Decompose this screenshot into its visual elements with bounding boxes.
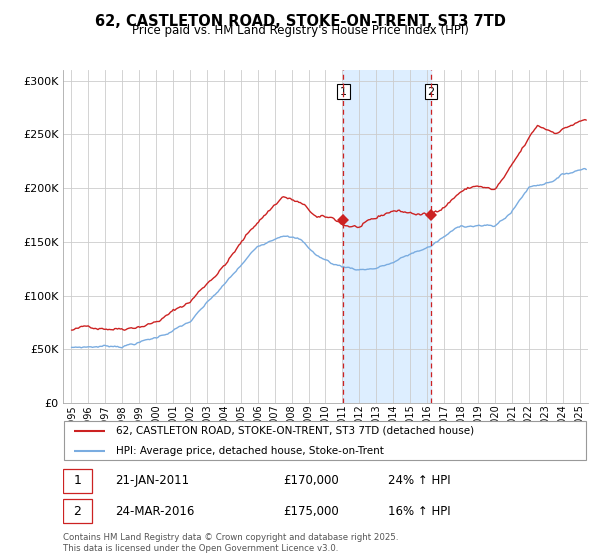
FancyBboxPatch shape (63, 499, 92, 523)
Text: 24-MAR-2016: 24-MAR-2016 (115, 505, 195, 517)
Text: HPI: Average price, detached house, Stoke-on-Trent: HPI: Average price, detached house, Stok… (115, 446, 383, 456)
FancyBboxPatch shape (63, 469, 92, 493)
Text: 24% ↑ HPI: 24% ↑ HPI (389, 474, 451, 487)
Text: 1: 1 (340, 87, 347, 97)
Text: 62, CASTLETON ROAD, STOKE-ON-TRENT, ST3 7TD (detached house): 62, CASTLETON ROAD, STOKE-ON-TRENT, ST3 … (115, 426, 473, 436)
Text: 62, CASTLETON ROAD, STOKE-ON-TRENT, ST3 7TD: 62, CASTLETON ROAD, STOKE-ON-TRENT, ST3 … (95, 14, 505, 29)
Text: 1: 1 (74, 474, 82, 487)
Text: 16% ↑ HPI: 16% ↑ HPI (389, 505, 451, 517)
Text: £170,000: £170,000 (284, 474, 339, 487)
FancyBboxPatch shape (64, 421, 586, 460)
Text: £175,000: £175,000 (284, 505, 339, 517)
Text: 21-JAN-2011: 21-JAN-2011 (115, 474, 190, 487)
Text: 2: 2 (427, 87, 434, 97)
Text: Contains HM Land Registry data © Crown copyright and database right 2025.
This d: Contains HM Land Registry data © Crown c… (63, 533, 398, 553)
Text: 2: 2 (74, 505, 82, 517)
Text: Price paid vs. HM Land Registry's House Price Index (HPI): Price paid vs. HM Land Registry's House … (131, 24, 469, 37)
Bar (343, 70, 431, 403)
